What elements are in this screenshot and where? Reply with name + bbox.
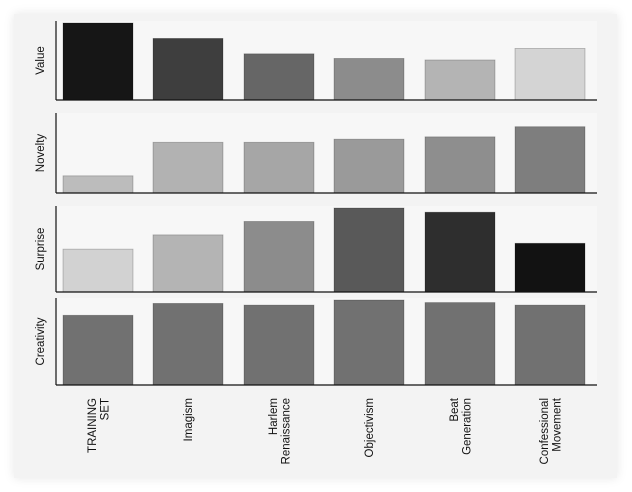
category-label-5-line-1: Movement bbox=[551, 397, 563, 451]
category-label-2-line-0: Harlem bbox=[268, 398, 280, 435]
bar-surprise-2 bbox=[243, 221, 315, 293]
panel-label-value: Value bbox=[35, 46, 47, 75]
category-label-5-line-0: Confessional bbox=[539, 398, 551, 464]
bar-creativity-2 bbox=[243, 304, 315, 386]
panel-label-novelty: Novelty bbox=[35, 134, 47, 173]
panel-background bbox=[56, 21, 597, 100]
panel-label-creativity: Creativity bbox=[35, 317, 47, 365]
bar-novelty-4 bbox=[424, 136, 496, 194]
bar-value-2 bbox=[243, 53, 315, 101]
bar-novelty-0 bbox=[62, 175, 134, 194]
bar-value-1 bbox=[152, 38, 224, 101]
bar-surprise-1 bbox=[152, 234, 224, 293]
bar-creativity-3 bbox=[333, 299, 405, 386]
bar-novelty-5 bbox=[514, 126, 586, 194]
bar-creativity-5 bbox=[514, 304, 586, 386]
panel-background bbox=[56, 298, 597, 385]
bar-surprise-0 bbox=[62, 248, 134, 293]
category-label-0-line-0: TRAINING bbox=[87, 398, 99, 453]
bar-value-0 bbox=[62, 22, 134, 101]
category-label-4-line-0: Beat bbox=[449, 397, 461, 421]
panel-background bbox=[56, 206, 597, 292]
panel-label-surprise: Surprise bbox=[35, 228, 47, 271]
panel-background bbox=[56, 113, 597, 193]
category-label-4-line-1: Generation bbox=[461, 398, 473, 455]
category-label-1-line-0: Imagism bbox=[183, 398, 195, 441]
bar-novelty-2 bbox=[243, 141, 315, 194]
bar-novelty-1 bbox=[152, 141, 224, 194]
category-label-2-line-1: Renaissance bbox=[280, 398, 292, 464]
category-label-0-line-1: SET bbox=[99, 398, 111, 420]
bar-value-5 bbox=[514, 48, 586, 101]
bar-surprise-5 bbox=[514, 242, 586, 293]
category-label-3-line-0: Objectivism bbox=[364, 398, 376, 457]
bar-creativity-0 bbox=[62, 314, 134, 386]
bar-creativity-1 bbox=[152, 302, 224, 386]
bar-creativity-4 bbox=[424, 302, 496, 386]
bar-value-4 bbox=[424, 59, 496, 101]
bar-surprise-3 bbox=[333, 207, 405, 293]
bar-novelty-3 bbox=[333, 138, 405, 194]
bar-surprise-4 bbox=[424, 211, 496, 293]
bar-value-3 bbox=[333, 58, 405, 101]
